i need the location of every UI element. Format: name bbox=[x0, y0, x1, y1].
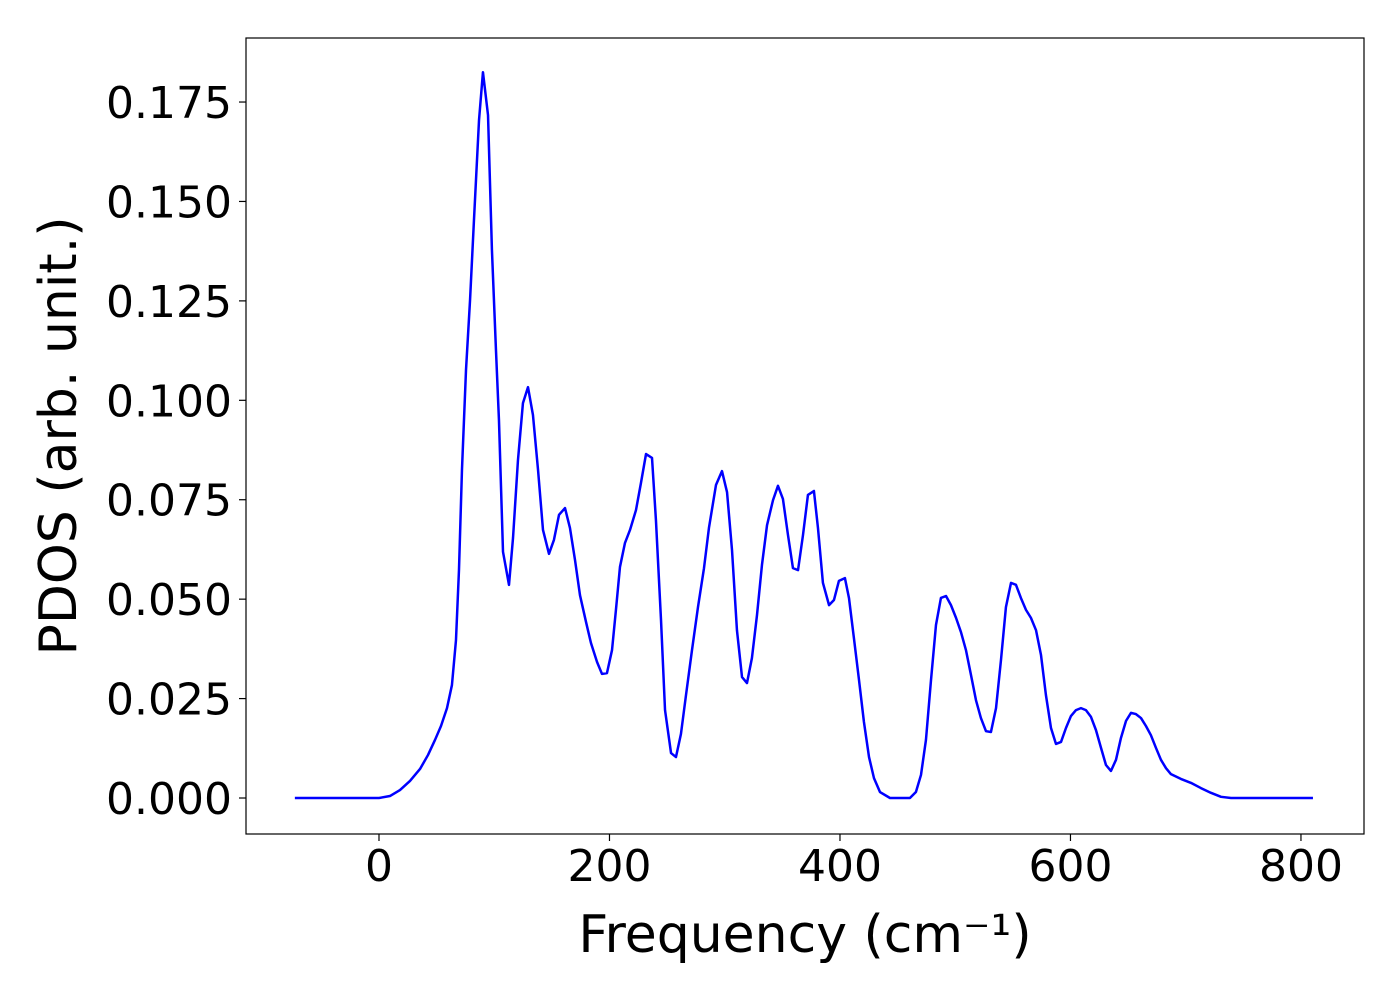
y-tick-label: 0.175 bbox=[106, 78, 232, 129]
x-tick-label: 0 bbox=[365, 841, 393, 892]
y-tick-label: 0.025 bbox=[106, 675, 232, 726]
x-tick-label: 400 bbox=[798, 841, 882, 892]
data-line bbox=[294, 70, 1313, 800]
y-tick-label: 0.050 bbox=[106, 575, 232, 626]
x-tick-label: 800 bbox=[1259, 841, 1343, 892]
y-tick-label: 0.100 bbox=[106, 376, 232, 427]
y-axis-label: PDOS (arb. unit.) bbox=[29, 216, 89, 655]
y-tick-label: 0.000 bbox=[106, 774, 232, 825]
x-axis-label: Frequency (cm⁻¹) bbox=[578, 905, 1031, 965]
y-tick-label: 0.125 bbox=[106, 277, 232, 328]
y-tick-label: 0.150 bbox=[106, 177, 232, 228]
plot-frame bbox=[245, 37, 1365, 835]
x-tick-label: 200 bbox=[567, 841, 651, 892]
y-tick-label: 0.075 bbox=[106, 476, 232, 527]
x-tick-label: 600 bbox=[1028, 841, 1112, 892]
